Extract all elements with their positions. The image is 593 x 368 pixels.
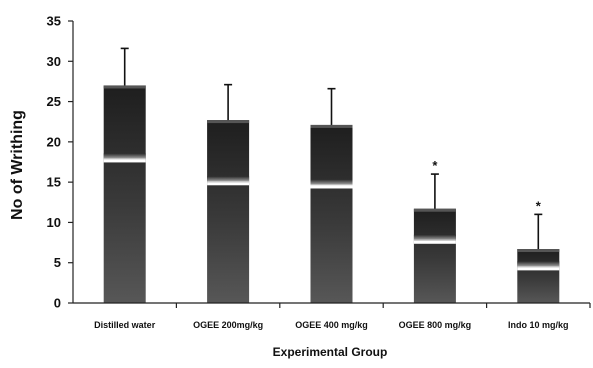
bar [517,249,560,303]
bar-cap [413,208,456,212]
bar-cap [310,124,353,128]
y-tick-label: 25 [47,94,61,109]
bar-highlight-line [413,240,456,244]
bar-cap [103,85,146,89]
bar [103,85,146,303]
bar [413,208,456,303]
y-tick-label: 30 [47,54,61,69]
y-tick-label: 0 [54,296,61,311]
x-axis-title: Experimental Group [273,345,388,359]
x-category-label: OGEE 800 mg/kg [399,320,472,330]
bar [207,120,250,303]
bar-highlight-line [103,159,146,163]
x-category-label: OGEE 200mg/kg [193,320,263,330]
significance-marker: * [536,198,542,213]
significance-marker: * [432,158,438,173]
y-tick-label: 35 [47,14,61,29]
bar [310,124,353,304]
y-tick-label: 15 [47,175,61,190]
bar-highlight-band [310,179,353,186]
x-category-label: Indo 10 mg/kg [508,320,569,330]
bar-cap [207,120,250,124]
bar-highlight-band [103,153,146,160]
bar-highlight-line [310,185,353,189]
bar-highlight-band [517,261,560,268]
bar-cap [517,249,560,253]
y-tick-label: 20 [47,134,61,149]
y-axis-title: No of Writhing [9,110,26,220]
x-category-label: Distilled water [94,320,156,330]
y-tick-label: 5 [54,255,61,270]
x-category-label: OGEE 400 mg/kg [295,320,368,330]
bar-highlight-line [517,267,560,271]
y-tick-label: 10 [47,215,61,230]
bar-highlight-line [207,182,250,186]
bar-highlight-band [413,234,456,241]
bar-highlight-band [207,176,250,183]
